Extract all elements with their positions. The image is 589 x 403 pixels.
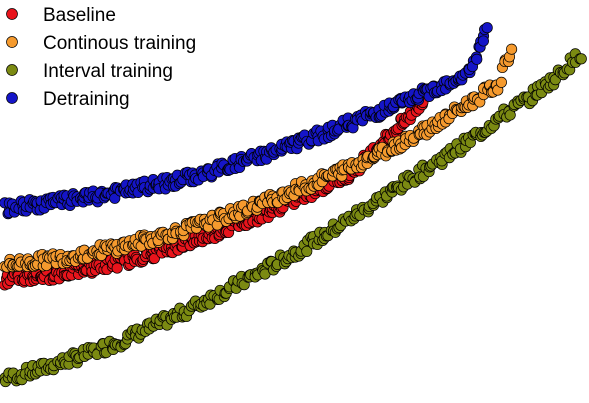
detraining-point — [471, 53, 483, 65]
continous-training-point — [495, 76, 507, 88]
interval-training-point — [575, 53, 587, 65]
legend-marker-icon — [6, 92, 18, 104]
detraining-point — [481, 22, 493, 34]
legend-marker-icon — [6, 8, 18, 20]
legend-marker-icon — [6, 36, 18, 48]
legend-item-interval-training: Interval training — [6, 61, 173, 82]
legend-marker-icon — [6, 64, 18, 76]
legend-item-detraining: Detraining — [6, 89, 130, 110]
series-interval-training — [0, 48, 587, 388]
series-detraining — [0, 22, 493, 220]
legend: Baseline Continous training Interval train… — [6, 5, 196, 110]
legend-label: Interval training — [43, 61, 173, 82]
legend-label: Baseline — [43, 5, 116, 26]
plot-area — [0, 22, 587, 388]
legend-item-baseline: Baseline — [6, 5, 116, 26]
interval-training-point — [301, 245, 313, 257]
series-continous-training — [0, 43, 518, 273]
continous-training-point — [506, 43, 518, 55]
legend-item-continous-training: Continous training — [6, 33, 196, 54]
detraining-point — [477, 35, 489, 47]
legend-label: Detraining — [43, 89, 130, 110]
legend-label: Continous training — [43, 33, 196, 54]
